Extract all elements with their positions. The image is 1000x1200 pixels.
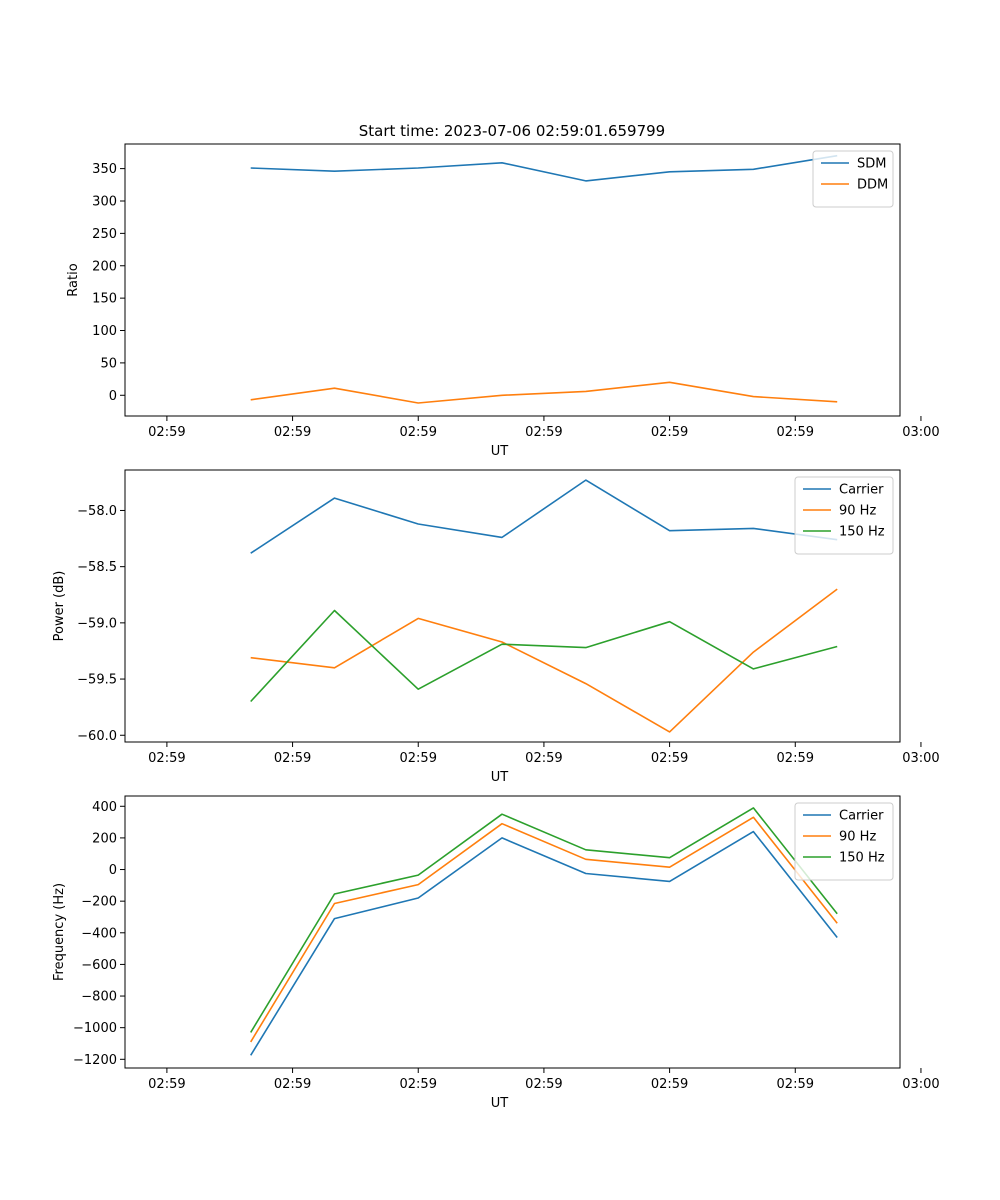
x-tick-label: 02:59 <box>777 751 814 766</box>
x-tick-label: 02:59 <box>525 751 562 766</box>
x-tick-label: 02:59 <box>525 1077 562 1092</box>
frequency-panel: 02:59 02:59 02:59 02:59 02:59 02:59 03:00 −1200… <box>52 795 940 1111</box>
y-tick-label: 350 <box>92 162 117 177</box>
axes-frame <box>124 143 901 417</box>
y-axis-label: Ratio <box>66 263 81 296</box>
x-axis-label: UT <box>491 770 509 785</box>
x-tick-label: 02:59 <box>148 1077 185 1092</box>
x-tick-label: 02:59 <box>274 1077 311 1092</box>
power-panel: 02:59 02:59 02:59 02:59 02:59 02:59 03:00 −60.0… <box>52 469 940 785</box>
y-axis-label: Frequency (Hz) <box>52 883 67 981</box>
x-tick-label: 02:59 <box>651 1077 688 1092</box>
series-line-carrier <box>250 830 838 1056</box>
series-line-ddm <box>250 381 838 404</box>
legend-label: Carrier <box>839 809 884 824</box>
x-tick-label: 02:59 <box>777 425 814 440</box>
y-tick-label: 100 <box>92 324 117 339</box>
x-tick-label: 02:59 <box>651 425 688 440</box>
series-line-90-hz <box>250 816 838 1043</box>
x-tick-label: 02:59 <box>400 1077 437 1092</box>
y-tick-label: 50 <box>100 356 117 371</box>
legend-label: Carrier <box>839 483 884 498</box>
x-tick-label: 03:00 <box>902 751 939 766</box>
y-tick-label: −60.0 <box>77 729 117 744</box>
x-axis-label: UT <box>491 1096 509 1111</box>
y-tick-label: 0 <box>109 389 117 404</box>
x-tick-label: 03:00 <box>902 425 939 440</box>
x-tick-label: 02:59 <box>274 425 311 440</box>
x-tick-label: 02:59 <box>400 425 437 440</box>
legend-label: 90 Hz <box>839 504 876 519</box>
x-tick-label: 02:59 <box>651 751 688 766</box>
x-tick-label: 02:59 <box>400 751 437 766</box>
x-axis-label: UT <box>491 444 509 459</box>
x-tick-label: 02:59 <box>777 1077 814 1092</box>
y-tick-label: 200 <box>92 831 117 846</box>
y-tick-label: 150 <box>92 292 117 307</box>
legend-box <box>794 802 894 881</box>
x-tick-label: 02:59 <box>148 425 185 440</box>
y-axis-label: Power (dB) <box>52 571 67 642</box>
legend-label: 150 Hz <box>839 525 885 540</box>
legend-label: DDM <box>857 178 888 193</box>
y-tick-label: −58.5 <box>77 560 117 575</box>
y-tick-label: −800 <box>81 990 117 1005</box>
x-tick-label: 03:00 <box>902 1077 939 1092</box>
figure-title: Start time: 2023-07-06 02:59:01.659799 <box>359 122 665 140</box>
y-tick-label: 400 <box>92 800 117 815</box>
series-line-sdm <box>250 154 838 182</box>
y-tick-label: −1000 <box>73 1021 117 1036</box>
y-tick-label: 200 <box>92 259 117 274</box>
axes-frame <box>124 795 901 1069</box>
y-tick-label: −58.0 <box>77 504 117 519</box>
legend-label: 90 Hz <box>839 830 876 845</box>
y-tick-label: −200 <box>81 895 117 910</box>
legend-box <box>812 150 894 208</box>
x-tick-label: 02:59 <box>274 751 311 766</box>
series-line-150-hz <box>250 807 838 1033</box>
y-tick-label: −400 <box>81 926 117 941</box>
legend-label: SDM <box>857 157 886 172</box>
y-tick-label: 250 <box>92 227 117 242</box>
y-tick-label: −1200 <box>73 1053 117 1068</box>
x-tick-label: 02:59 <box>525 425 562 440</box>
axes-frame <box>124 469 901 743</box>
legend-box <box>794 476 894 555</box>
y-tick-label: −59.5 <box>77 673 117 688</box>
legend-label: 150 Hz <box>839 851 885 866</box>
series-line-90-hz <box>250 588 838 733</box>
series-line-carrier <box>250 479 838 554</box>
y-tick-label: 300 <box>92 194 117 209</box>
ratio-panel: 02:59 02:59 02:59 02:59 02:59 02:59 03:00 0 50 10… <box>66 143 940 459</box>
series-line-150-hz <box>250 609 838 703</box>
y-tick-label: 0 <box>109 863 117 878</box>
y-tick-label: −600 <box>81 958 117 973</box>
x-tick-label: 02:59 <box>148 751 185 766</box>
y-tick-label: −59.0 <box>77 616 117 631</box>
